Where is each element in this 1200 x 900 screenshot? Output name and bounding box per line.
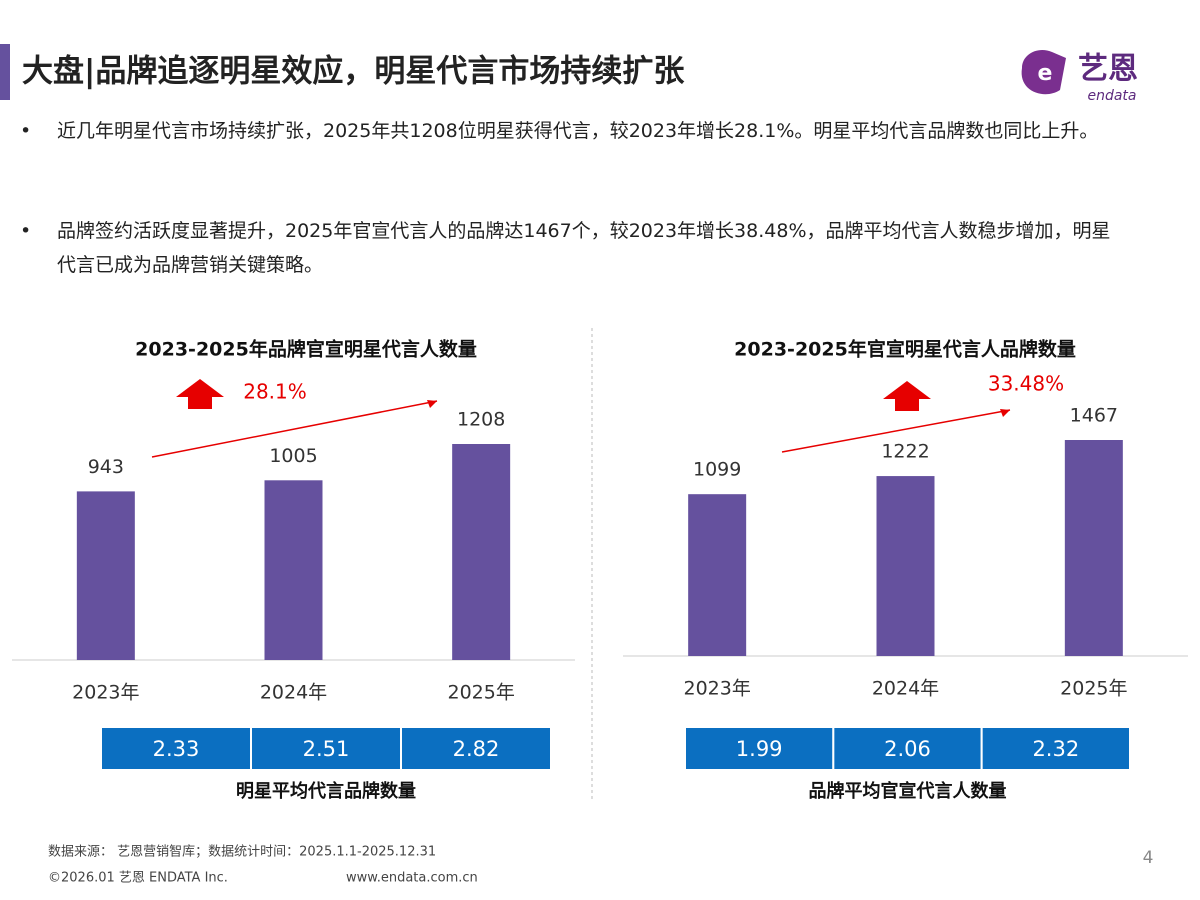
footer-copyright: ©2026.01 艺恩 ENDATA Inc. [48,871,228,886]
table-cell [400,726,552,771]
footer-source: 数据来源： 艺恩营销智库；数据统计时间：2025.1.1-2025.12.31 [48,844,436,860]
table-label: 明星平均代言品牌数量 [236,780,416,802]
growth-annotation: 33.48% [988,372,1064,396]
title-accent [0,44,10,100]
table-value: 2.82 [453,737,500,761]
logo-text: 艺恩 [1078,52,1138,87]
bullet: 近几年明星代言市场持续扩张，2025年共1208位明星获得代言，较2023年增长… [20,114,1112,148]
bar [264,480,323,660]
trend-line [781,409,1011,453]
chart-title: 2023-2025年品牌官宣明星代言人数量 [135,338,477,361]
logo-subtext: endata [1087,88,1136,104]
trend-line [151,400,438,458]
logo-e: e [1038,61,1053,86]
growth-arrow-icon [176,379,224,409]
page-title: 大盘|品牌追逐明星效应，明星代言市场持续扩张 [22,54,684,90]
page-number: 4 [1143,848,1154,868]
table-cell [832,726,983,771]
logo: e 艺恩 endata [1021,49,1138,104]
bar [452,444,511,660]
x-tick-label: 2025年 [1060,678,1127,700]
value-label: 1222 [881,441,929,463]
value-label: 1208 [457,409,505,431]
table-value: 2.51 [303,737,350,761]
value-label: 1099 [693,459,741,481]
logo-mark [1021,49,1066,95]
table-value: 2.06 [884,737,931,761]
trend-arrowhead [1000,409,1010,417]
x-tick-label: 2023年 [72,682,139,704]
x-tick-label: 2024年 [260,682,327,704]
bullet: 品牌签约活跃度显著提升，2025年官宣代言人的品牌达1467个，较2023年增长… [20,214,1112,282]
bar [876,476,935,656]
chart-title: 2023-2025年官宣明星代言人品牌数量 [734,338,1076,361]
x-tick-label: 2023年 [683,678,750,700]
table-cell [100,726,252,771]
table-value: 2.33 [153,737,200,761]
x-tick-label: 2024年 [872,678,939,700]
value-label: 943 [88,456,124,478]
value-label: 1467 [1070,405,1118,427]
growth-annotation: 28.1% [243,380,307,404]
bar [76,491,135,660]
table-value: 2.32 [1032,737,1079,761]
table-value: 1.99 [736,737,783,761]
table-cell [980,726,1132,771]
trend-arrowhead [427,400,437,408]
growth-arrow-icon [883,381,931,411]
footer-website: www.endata.com.cn [346,871,478,886]
value-label: 1005 [269,445,317,467]
bar [1064,440,1123,656]
table-label: 品牌平均官宣代言人数量 [809,780,1007,802]
x-tick-label: 2025年 [447,682,514,704]
bar [688,494,747,656]
